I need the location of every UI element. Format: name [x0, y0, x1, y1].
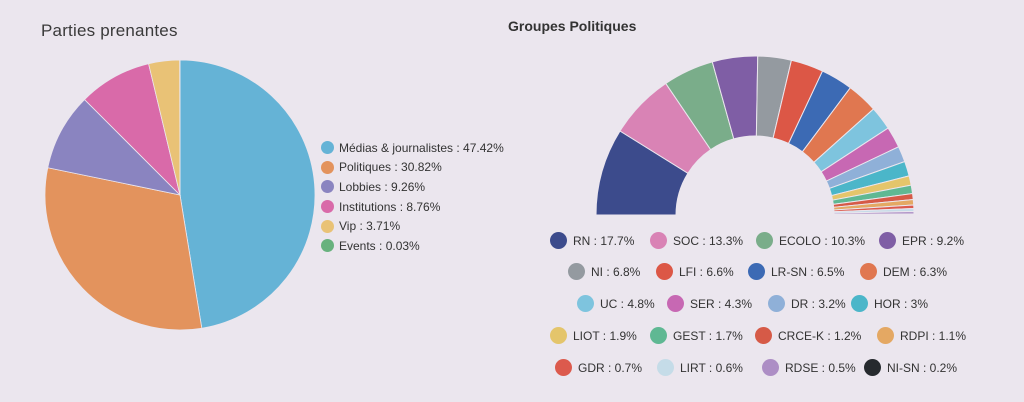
pie-slice-m-dias-journalistes[interactable]: [179, 59, 316, 329]
legend-item-gest[interactable]: GEST : 1.7%: [650, 327, 743, 344]
legend-item-gdr[interactable]: GDR : 0.7%: [555, 359, 642, 376]
legend-label: EPR : 9.2%: [902, 233, 965, 248]
legend-label: CRCE-K : 1.2%: [778, 328, 862, 343]
legend-marker: [321, 141, 334, 155]
legend-marker: [550, 327, 567, 344]
groups-semicircle-chart: [595, 55, 915, 216]
legend-marker: [657, 359, 674, 376]
legend-item-uc[interactable]: UC : 4.8%: [577, 295, 655, 312]
legend-marker: [321, 180, 334, 194]
legend-item-soc[interactable]: SOC : 13.3%: [650, 232, 743, 249]
legend-marker: [877, 327, 894, 344]
legend-label: SOC : 13.3%: [673, 233, 744, 248]
legend-item-rdse[interactable]: RDSE : 0.5%: [762, 359, 856, 376]
legend-label: LIOT : 1.9%: [573, 328, 637, 343]
legend-marker: [879, 232, 896, 249]
legend-label: NI-SN : 0.2%: [887, 360, 958, 375]
legend-label: Institutions : 8.76%: [339, 199, 441, 214]
legend-marker: [860, 263, 877, 280]
legend-label: Events : 0.03%: [339, 238, 420, 253]
legend-marker: [568, 263, 585, 280]
legend-marker: [748, 263, 765, 280]
legend-marker: [550, 232, 567, 249]
legend-label: DEM : 6.3%: [883, 264, 948, 279]
legend-label: Politiques : 30.82%: [339, 160, 442, 175]
groups-chart-title: Groupes Politiques: [508, 18, 637, 34]
legend-label: RDPI : 1.1%: [900, 328, 967, 343]
legend-label: Lobbies : 9.26%: [339, 179, 426, 194]
legend-item-rdpi[interactable]: RDPI : 1.1%: [877, 327, 966, 344]
legend-marker: [650, 232, 667, 249]
legend-label: UC : 4.8%: [600, 296, 655, 311]
stakeholders-chart-title: Parties prenantes: [41, 21, 178, 40]
legend-marker: [650, 327, 667, 344]
legend-marker: [864, 359, 881, 376]
legend-item-epr[interactable]: EPR : 9.2%: [879, 232, 964, 249]
legend-label: RDSE : 0.5%: [785, 360, 856, 375]
legend-item-liot[interactable]: LIOT : 1.9%: [550, 327, 637, 344]
legend-item-ser[interactable]: SER : 4.3%: [667, 295, 752, 312]
legend-label: SER : 4.3%: [690, 296, 753, 311]
legend-marker: [321, 160, 334, 174]
legend-label: LIRT : 0.6%: [680, 360, 743, 375]
legend-label: RN : 17.7%: [573, 233, 635, 248]
legend-label: Médias & journalistes : 47.42%: [339, 140, 504, 155]
legend-label: HOR : 3%: [874, 296, 929, 311]
legend-item-hor[interactable]: HOR : 3%: [851, 295, 928, 312]
legend-label: Vip : 3.71%: [339, 219, 401, 234]
legend-label: GDR : 0.7%: [578, 360, 643, 375]
legend-item-lobbies[interactable]: Lobbies : 9.26%: [321, 177, 504, 197]
legend-label: GEST : 1.7%: [673, 328, 743, 343]
legend-label: LFI : 6.6%: [679, 264, 734, 279]
legend-marker: [667, 295, 684, 312]
legend-item-m-dias-journalistes[interactable]: Médias & journalistes : 47.42%: [321, 138, 504, 158]
legend-label: LR-SN : 6.5%: [771, 264, 845, 279]
legend-label: DR : 3.2%: [791, 296, 846, 311]
legend-marker: [321, 219, 334, 233]
legend-marker: [321, 200, 334, 214]
legend-item-ecolo[interactable]: ECOLO : 10.3%: [756, 232, 865, 249]
legend-item-politiques[interactable]: Politiques : 30.82%: [321, 158, 504, 178]
legend-marker: [755, 327, 772, 344]
legend-marker: [577, 295, 594, 312]
legend-marker: [851, 295, 868, 312]
legend-marker: [656, 263, 673, 280]
stakeholders-pie-chart: [44, 59, 316, 331]
arc-segment-ni-sn[interactable]: [833, 213, 915, 216]
legend-item-ni-sn[interactable]: NI-SN : 0.2%: [864, 359, 957, 376]
legend-label: ECOLO : 10.3%: [779, 233, 866, 248]
pie-slice-politiques[interactable]: [44, 167, 203, 331]
legend-marker: [756, 232, 773, 249]
legend-item-dem[interactable]: DEM : 6.3%: [860, 263, 947, 280]
legend-marker: [555, 359, 572, 376]
legend-marker: [762, 359, 779, 376]
legend-item-dr[interactable]: DR : 3.2%: [768, 295, 846, 312]
legend-marker: [768, 295, 785, 312]
legend-item-ni[interactable]: NI : 6.8%: [568, 263, 640, 280]
legend-item-vip[interactable]: Vip : 3.71%: [321, 216, 504, 236]
legend-item-rn[interactable]: RN : 17.7%: [550, 232, 634, 249]
stakeholders-legend: Médias & journalistes : 47.42% Politiques…: [321, 138, 504, 256]
legend-label: NI : 6.8%: [591, 264, 641, 279]
legend-item-lr-sn[interactable]: LR-SN : 6.5%: [748, 263, 844, 280]
legend-item-institutions[interactable]: Institutions : 8.76%: [321, 197, 504, 217]
legend-item-crce-k[interactable]: CRCE-K : 1.2%: [755, 327, 861, 344]
pie-slice-lobbies[interactable]: [47, 98, 182, 196]
legend-item-lfi[interactable]: LFI : 6.6%: [656, 263, 734, 280]
legend-item-events[interactable]: Events : 0.03%: [321, 236, 504, 256]
legend-item-lirt[interactable]: LIRT : 0.6%: [657, 359, 743, 376]
legend-marker: [321, 239, 334, 253]
